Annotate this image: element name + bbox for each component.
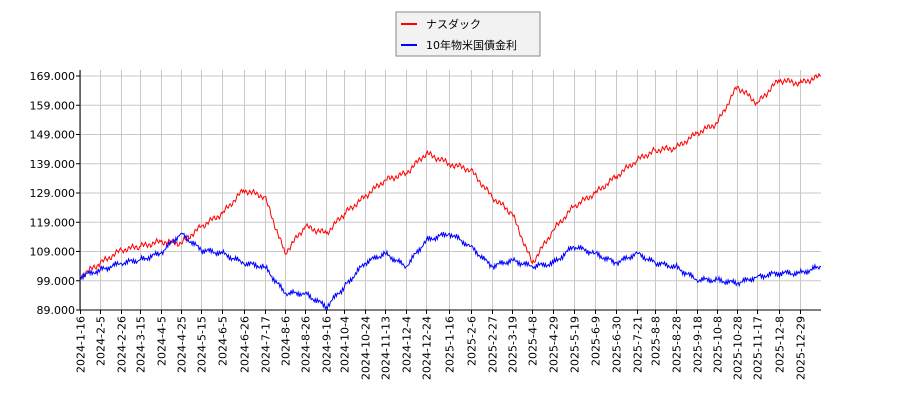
x-tick-label: 2024-2-26: [116, 316, 129, 373]
y-tick-label: 159.000: [30, 99, 76, 112]
x-tick-label: 2024-8-6: [280, 316, 293, 366]
y-tick-label: 119.000: [30, 216, 76, 229]
x-tick-label: 2025-8-8: [650, 316, 663, 366]
x-tick-label: 2025-6-30: [611, 316, 624, 373]
x-tick-label: 2024-12-4: [401, 316, 414, 373]
x-tick-label: 2025-4-8: [527, 316, 540, 366]
x-tick-label: 2024-2-5: [95, 316, 108, 366]
x-tick-label: 2025-5-19: [569, 316, 582, 373]
y-tick-label: 149.000: [30, 129, 76, 142]
x-tick-label: 2024-12-24: [421, 316, 434, 380]
grid: [80, 70, 821, 311]
legend-label-nasdaq: ナスダック: [426, 17, 481, 31]
y-tick-label: 129.000: [30, 187, 76, 200]
y-tick-label: 139.000: [30, 158, 76, 171]
series-line-1: [79, 231, 822, 312]
x-tick-label: 2024-9-16: [321, 316, 334, 373]
y-tick-label: 169.000: [30, 70, 76, 83]
x-tick-label: 2025-2-27: [487, 316, 500, 373]
x-tick-label: 2025-12-8: [774, 316, 787, 373]
x-tick-label: 2025-11-17: [752, 316, 765, 380]
x-tick-label: 2024-4-5: [156, 316, 169, 366]
x-tick-label: 2024-5-15: [196, 316, 209, 373]
x-tick-label: 2025-12-29: [795, 316, 808, 380]
x-tick-label: 2024-1-16: [75, 316, 88, 373]
x-tick-label: 2025-6-9: [590, 316, 603, 366]
x-tick-label: 2024-6-26: [239, 316, 252, 373]
series-lines: [79, 72, 822, 312]
x-tick-label: 2025-10-8: [712, 316, 725, 373]
y-tick-label: 99.000: [37, 275, 76, 288]
x-tick-label: 2024-3-15: [135, 316, 148, 373]
x-tick-label: 2024-10-4: [339, 316, 352, 373]
x-tick-label: 2025-3-19: [507, 316, 520, 373]
x-tick-label: 2025-8-28: [671, 316, 684, 373]
x-tick-label: 2024-8-26: [300, 316, 313, 373]
x-tick-label: 2024-7-17: [260, 316, 273, 373]
x-tick-label: 2024-4-25: [176, 316, 189, 373]
x-tick-label: 2025-4-29: [548, 316, 561, 373]
axes: 89.000 99.000 109.000 119.000 129.000 139.000…: [30, 70, 821, 380]
y-tick-label: 89.000: [37, 304, 76, 317]
series-line-0: [79, 72, 822, 281]
x-tick-label: 2025-2-6: [466, 316, 479, 366]
x-tick-label: 2025-7-21: [632, 316, 645, 373]
x-tick-label: 2024-10-24: [360, 316, 373, 380]
x-tick-label: 2025-1-16: [444, 316, 457, 373]
x-tick-label: 2024-11-13: [380, 316, 393, 380]
x-tick-label: 2025-10-28: [732, 316, 745, 380]
y-tick-label: 109.000: [30, 246, 76, 259]
legend: ナスダック 10年物米国債金利: [395, 11, 541, 57]
x-tick-label: 2024-6-5: [217, 316, 230, 366]
legend-label-treasury: 10年物米国債金利: [426, 38, 517, 52]
legend-box: [395, 11, 541, 57]
x-tick-label: 2025-9-18: [692, 316, 705, 373]
